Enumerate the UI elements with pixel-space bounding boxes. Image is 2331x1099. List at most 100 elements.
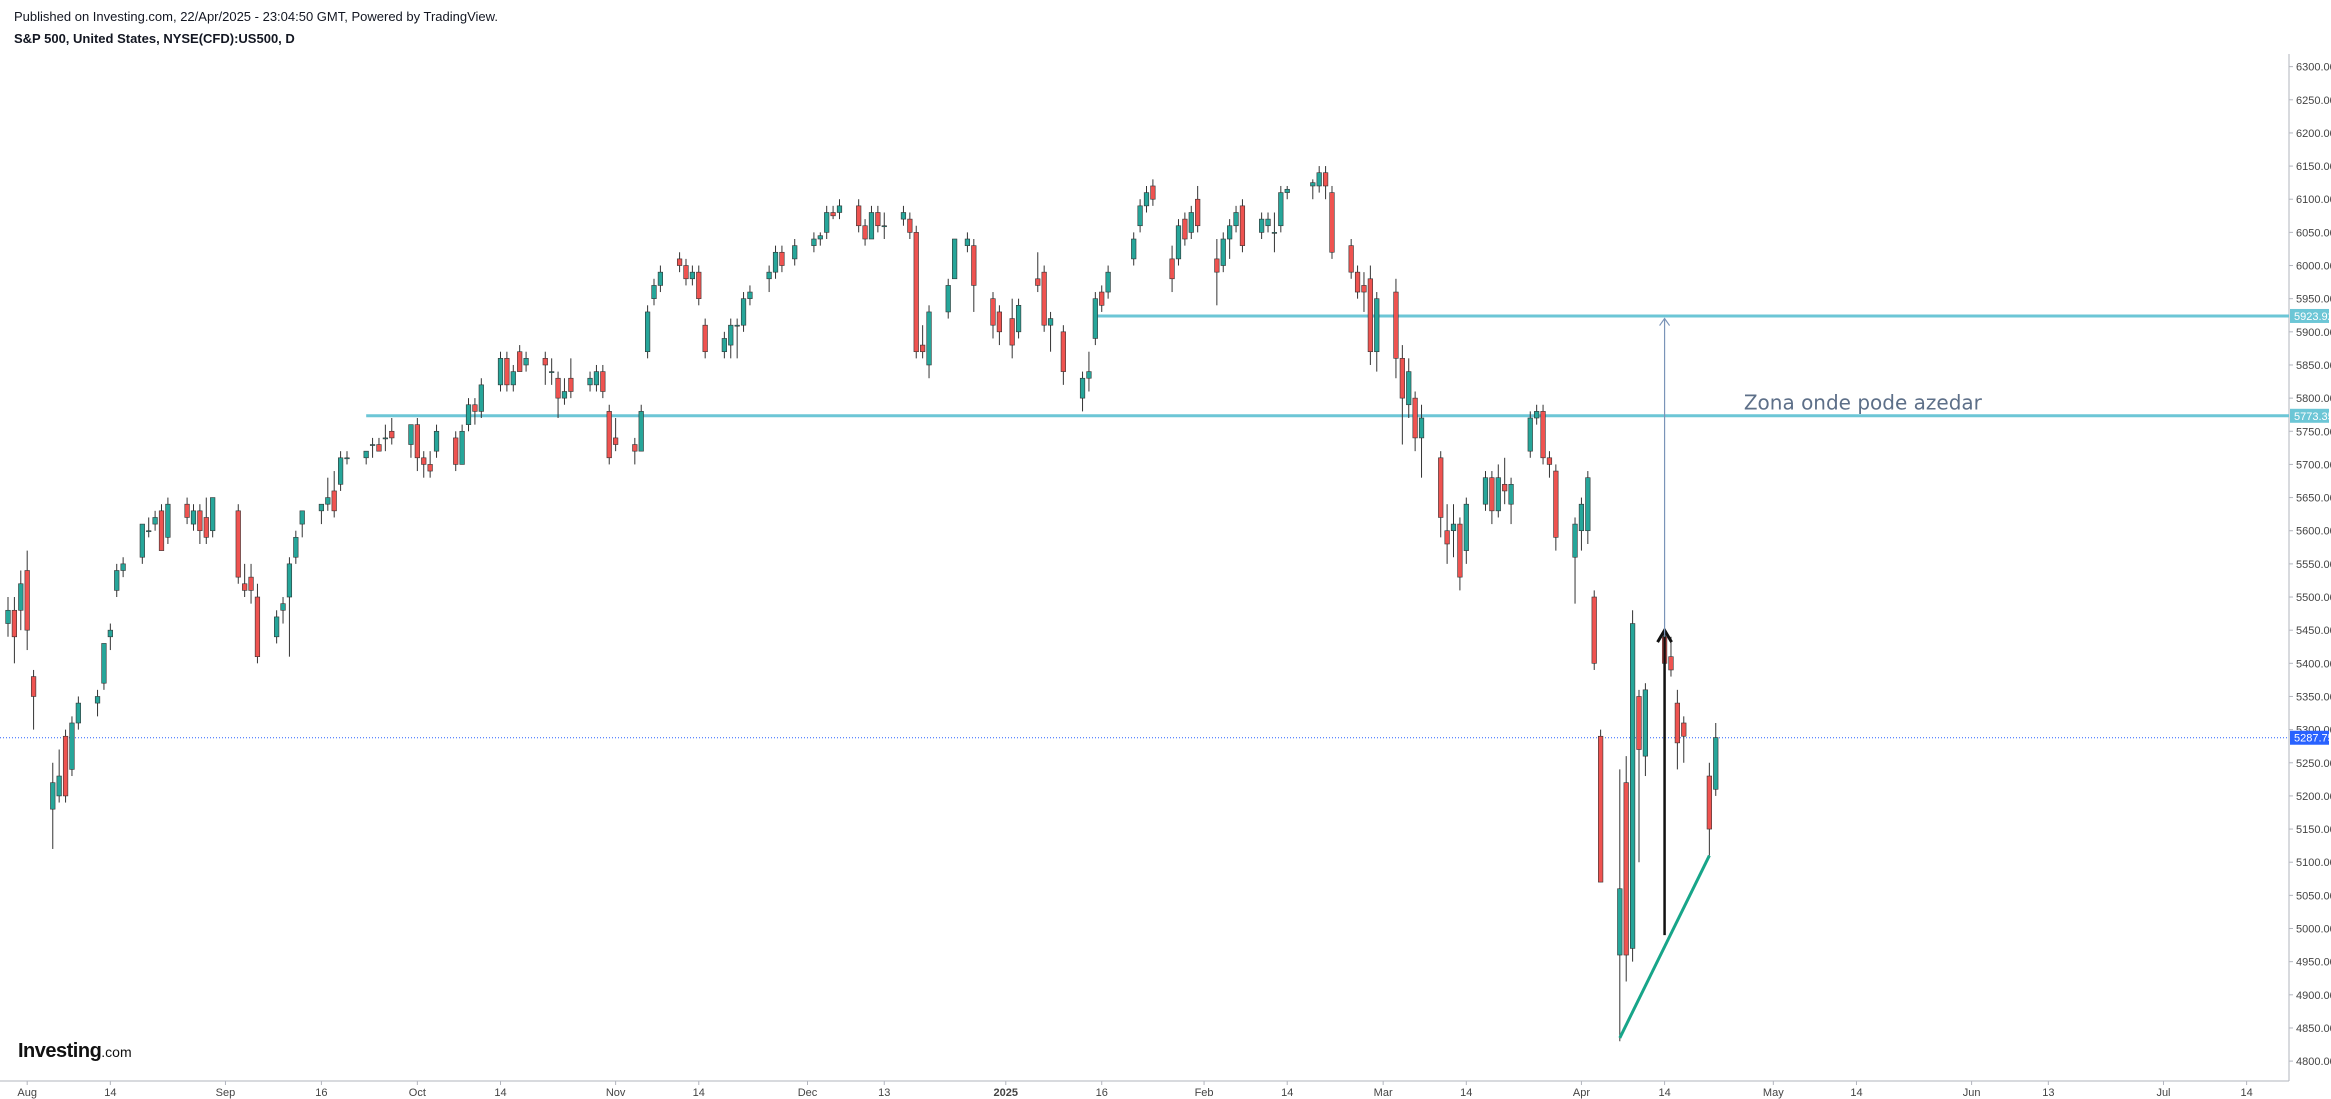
candle-body-up (1227, 225, 1233, 240)
candle-body-down (331, 490, 337, 512)
candle-body-down (30, 676, 37, 697)
y-tick-label: 6050.00 (2296, 227, 2331, 239)
candle-body-down (779, 251, 785, 266)
y-tick-label: 4950.00 (2296, 957, 2331, 969)
candle-body-up (964, 238, 971, 246)
candle-body-down (62, 735, 69, 797)
candle-body-down (414, 424, 420, 459)
candle-body-down (1367, 278, 1373, 353)
candle-body-down (830, 212, 836, 217)
candle-body-down (376, 444, 382, 452)
candle-body-down (1195, 198, 1201, 227)
candle-body-up (1188, 212, 1194, 233)
investing-logo: Investing.com (18, 1040, 132, 1063)
candle-body-up (459, 430, 465, 465)
candle-body-up (766, 271, 772, 280)
candle-body-up (510, 371, 516, 386)
candle-body-up (344, 457, 350, 460)
candle-body-up (1278, 192, 1284, 227)
x-tick-label: 14 (494, 1087, 506, 1099)
y-tick-label: 5250.00 (2296, 758, 2331, 770)
x-tick-label: Feb (1195, 1087, 1214, 1099)
y-tick-label: 5650.00 (2296, 493, 2331, 505)
candle-body-up (587, 377, 593, 386)
y-tick-label: 5950.00 (2296, 294, 2331, 306)
candle-body-up (1047, 318, 1054, 326)
logo-suffix: .com (101, 1044, 132, 1060)
candle-body-up (280, 603, 286, 611)
candle-body-up (75, 702, 81, 724)
candle-body-up (1086, 371, 1092, 379)
candle-body-down (996, 311, 1002, 333)
candle-body-up (1713, 737, 1719, 790)
candle-body-up (952, 238, 958, 280)
candle-body-up (1642, 689, 1648, 757)
candle-body-up (114, 570, 120, 591)
candle-body-down (683, 265, 689, 280)
candle-body-up (1015, 305, 1022, 333)
logo-wordmark: Investing (18, 1040, 102, 1062)
x-tick-label: Apr (1573, 1087, 1590, 1099)
candle-body-down (1623, 782, 1629, 956)
candle-body-up (299, 510, 305, 525)
candle-body-down (235, 510, 241, 578)
candle-body-down (1361, 285, 1367, 293)
candle-body-down (632, 444, 638, 452)
candle-body-down (971, 245, 977, 286)
candle-body-down (1150, 185, 1156, 200)
y-tick-label: 5550.00 (2296, 559, 2331, 571)
candle-body-up (318, 503, 325, 512)
x-tick-label: Aug (17, 1087, 37, 1099)
y-tick-label: 5600.00 (2296, 526, 2331, 538)
x-tick-label: 16 (315, 1087, 327, 1099)
candle-body-down (1546, 457, 1553, 465)
x-tick-label: 14 (693, 1087, 705, 1099)
candle-body-down (1540, 411, 1546, 459)
candle-body-up (881, 225, 887, 228)
candle-body-down (600, 371, 606, 392)
candle-body-up (1508, 484, 1514, 505)
candle-body-up (1265, 218, 1271, 227)
candle-body-up (1137, 205, 1143, 227)
candle-body-up (107, 629, 113, 638)
candle-body-up (139, 523, 145, 558)
y-tick-label: 6000.00 (2296, 261, 2331, 273)
candle-body-up (772, 251, 779, 273)
candle-body-up (1527, 417, 1533, 452)
candle-body-down (203, 517, 209, 538)
candle-body-up (69, 722, 75, 770)
y-tick-label: 5800.00 (2296, 393, 2331, 405)
candle-body-down (913, 232, 919, 353)
x-tick-label: Oct (409, 1087, 426, 1099)
x-tick-label: 14 (1281, 1087, 1293, 1099)
y-tick-label: 4800.00 (2296, 1056, 2331, 1068)
candle-body-up (1220, 238, 1226, 266)
candle-body-up (734, 324, 740, 327)
candle-body-down (1681, 722, 1687, 737)
candle-body-down (504, 358, 510, 386)
candle-body-down (1598, 735, 1604, 883)
candle-body-down (242, 583, 248, 591)
candle-body-up (811, 238, 817, 246)
candle-body-down (11, 609, 17, 638)
candle-body-up (645, 311, 651, 353)
candle-body-down (1706, 775, 1712, 830)
candle-body-up (152, 517, 158, 525)
last-price-tag-bg (2290, 730, 2329, 745)
candle-body-down (1169, 258, 1175, 280)
x-tick-label: Dec (798, 1087, 818, 1099)
candle-body-up (293, 537, 299, 558)
candle-body-up (824, 212, 830, 233)
x-tick-label: May (1763, 1087, 1784, 1099)
candle-body-down (990, 298, 996, 326)
candle-body-down (1412, 397, 1418, 439)
candle-body-up (900, 212, 907, 220)
candle-body-up (868, 212, 875, 240)
y-tick-label: 6100.00 (2296, 194, 2331, 206)
candle-body-up (926, 311, 932, 366)
candle-body-up (747, 291, 753, 299)
candle-body-down (1041, 271, 1047, 326)
candle-body-down (676, 258, 683, 266)
candle-body-down (862, 225, 868, 240)
